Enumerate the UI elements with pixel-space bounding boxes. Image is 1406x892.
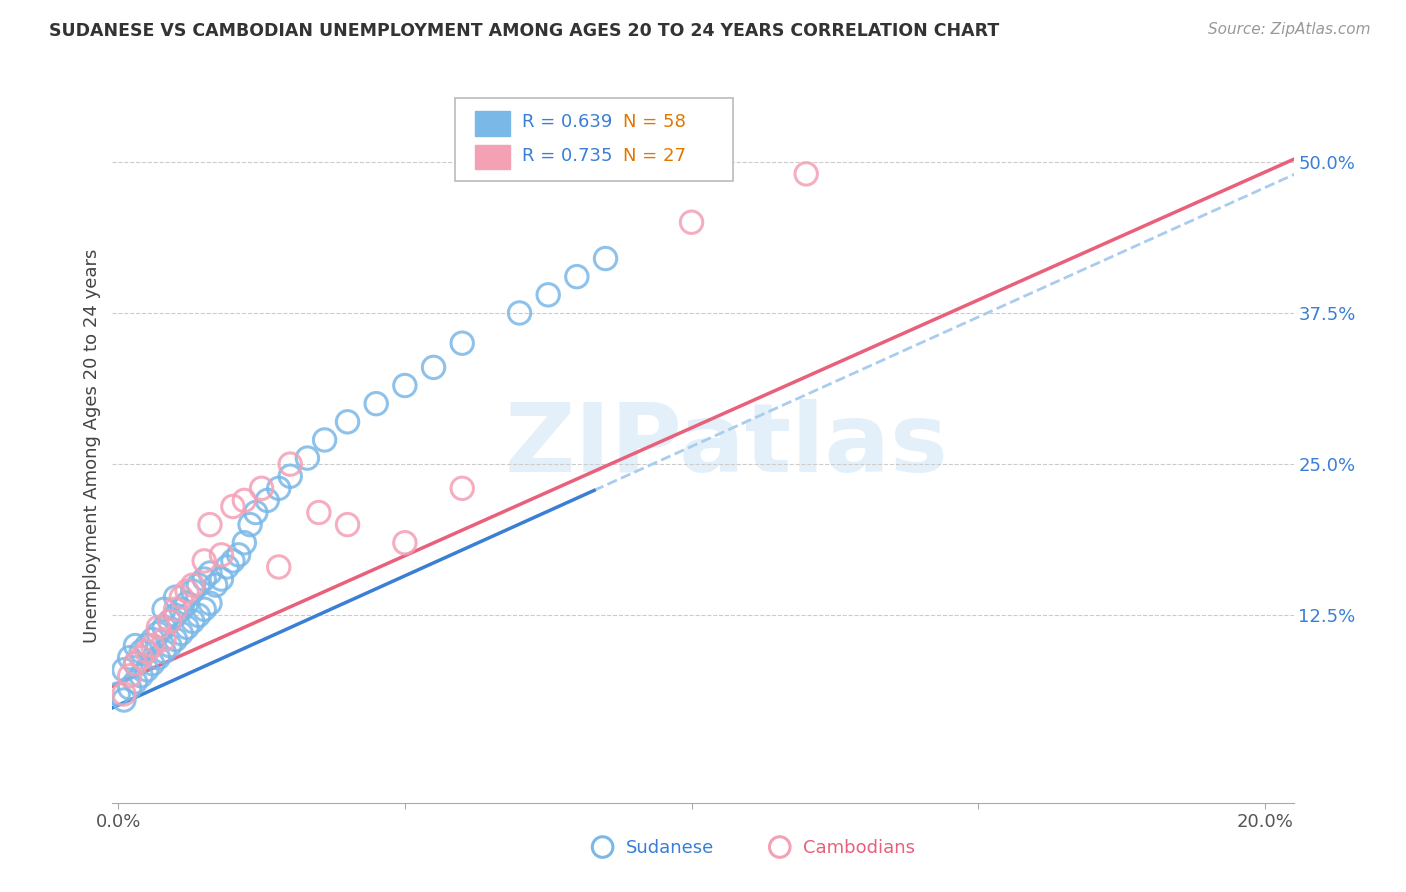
Point: [222, 500, 245, 514]
Point: [222, 554, 245, 568]
Point: [422, 360, 444, 375]
Point: [142, 639, 165, 653]
Point: [148, 626, 170, 640]
Point: [181, 615, 204, 629]
Point: [159, 615, 181, 629]
FancyBboxPatch shape: [475, 112, 510, 136]
Point: [245, 506, 267, 520]
Y-axis label: Unemployment Among Ages 20 to 24 years: Unemployment Among Ages 20 to 24 years: [83, 249, 101, 643]
Point: [565, 269, 588, 284]
Point: [278, 469, 301, 483]
Text: Sudanese: Sudanese: [626, 838, 714, 856]
Point: [250, 481, 273, 495]
Point: [142, 657, 165, 671]
Point: [159, 615, 181, 629]
Point: [239, 517, 262, 532]
Text: N = 58: N = 58: [623, 113, 686, 131]
Point: [193, 572, 215, 586]
Point: [336, 415, 359, 429]
FancyBboxPatch shape: [475, 145, 510, 169]
Point: [153, 620, 176, 634]
Point: [148, 650, 170, 665]
Text: N = 27: N = 27: [623, 147, 686, 165]
Point: [118, 669, 141, 683]
Point: [217, 560, 239, 574]
Point: [176, 596, 198, 610]
Point: [124, 639, 146, 653]
Point: [135, 645, 157, 659]
Point: [129, 645, 152, 659]
Text: Source: ZipAtlas.com: Source: ZipAtlas.com: [1208, 22, 1371, 37]
Point: [129, 669, 152, 683]
Point: [165, 608, 187, 623]
Point: [124, 657, 146, 671]
Point: [181, 578, 204, 592]
Point: [135, 663, 157, 677]
Point: [537, 288, 560, 302]
Point: [159, 639, 181, 653]
Point: [187, 578, 209, 592]
Point: [107, 687, 129, 701]
Point: [366, 397, 388, 411]
Point: [228, 548, 250, 562]
Point: [170, 602, 193, 616]
Point: [153, 602, 176, 616]
Point: [267, 481, 290, 495]
Point: [187, 608, 209, 623]
Point: [129, 650, 152, 665]
Point: [112, 687, 135, 701]
Text: Cambodians: Cambodians: [803, 838, 915, 856]
Point: [148, 620, 170, 634]
Point: [135, 639, 157, 653]
Point: [256, 493, 278, 508]
Point: [165, 632, 187, 647]
Point: [509, 306, 531, 320]
Point: [153, 645, 176, 659]
Point: [297, 451, 319, 466]
Point: [181, 584, 204, 599]
Point: [124, 657, 146, 671]
Point: [193, 554, 215, 568]
Point: [278, 457, 301, 471]
Point: [193, 602, 215, 616]
Point: [170, 626, 193, 640]
Text: R = 0.639: R = 0.639: [522, 113, 613, 131]
Point: [595, 252, 617, 266]
Point: [451, 481, 474, 495]
Point: [165, 590, 187, 604]
Point: [308, 506, 330, 520]
Point: [204, 578, 226, 592]
Point: [267, 560, 290, 574]
Point: [394, 378, 416, 392]
Point: [165, 602, 187, 616]
Point: [451, 336, 474, 351]
Point: [170, 590, 193, 604]
Point: [153, 632, 176, 647]
Text: SUDANESE VS CAMBODIAN UNEMPLOYMENT AMONG AGES 20 TO 24 YEARS CORRELATION CHART: SUDANESE VS CAMBODIAN UNEMPLOYMENT AMONG…: [49, 22, 1000, 40]
Point: [394, 535, 416, 549]
Point: [112, 663, 135, 677]
Point: [314, 433, 336, 447]
Point: [124, 674, 146, 689]
Point: [681, 215, 703, 229]
Point: [198, 596, 221, 610]
Point: [336, 517, 359, 532]
FancyBboxPatch shape: [456, 98, 733, 180]
Point: [233, 493, 256, 508]
Text: R = 0.735: R = 0.735: [522, 147, 613, 165]
Point: [118, 650, 141, 665]
Point: [794, 167, 817, 181]
Point: [142, 632, 165, 647]
Point: [209, 548, 232, 562]
Point: [198, 517, 221, 532]
Point: [209, 572, 232, 586]
Point: [118, 681, 141, 695]
Point: [112, 693, 135, 707]
Point: [176, 620, 198, 634]
Point: [233, 535, 256, 549]
Point: [176, 584, 198, 599]
Text: ZIPatlas: ZIPatlas: [505, 400, 949, 492]
Point: [198, 566, 221, 580]
